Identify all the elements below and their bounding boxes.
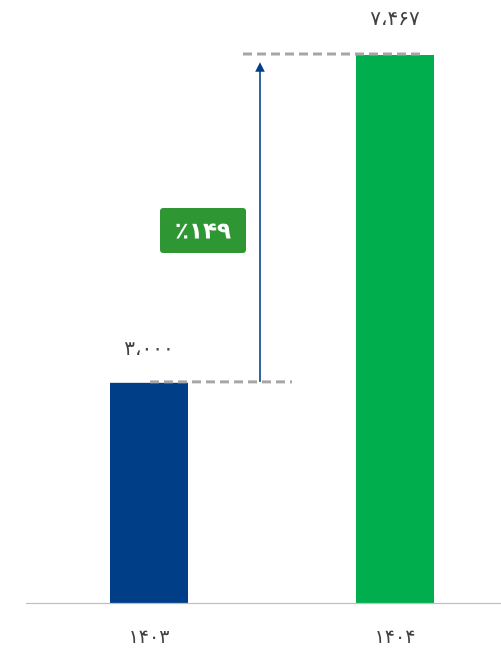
- bar-1403: [110, 382, 188, 603]
- value-label-1404: ۷،۴۶۷: [370, 6, 420, 30]
- growth-badge: [160, 208, 246, 253]
- x-tick-label-1403: ۱۴۰۳: [129, 626, 170, 648]
- growth-badge-label: ٪۱۴۹: [175, 219, 231, 245]
- value-label-1403: ۳،۰۰۰: [124, 336, 173, 360]
- bar-1404: [356, 55, 434, 603]
- x-tick-label-1404: ۱۴۰۴: [375, 626, 416, 648]
